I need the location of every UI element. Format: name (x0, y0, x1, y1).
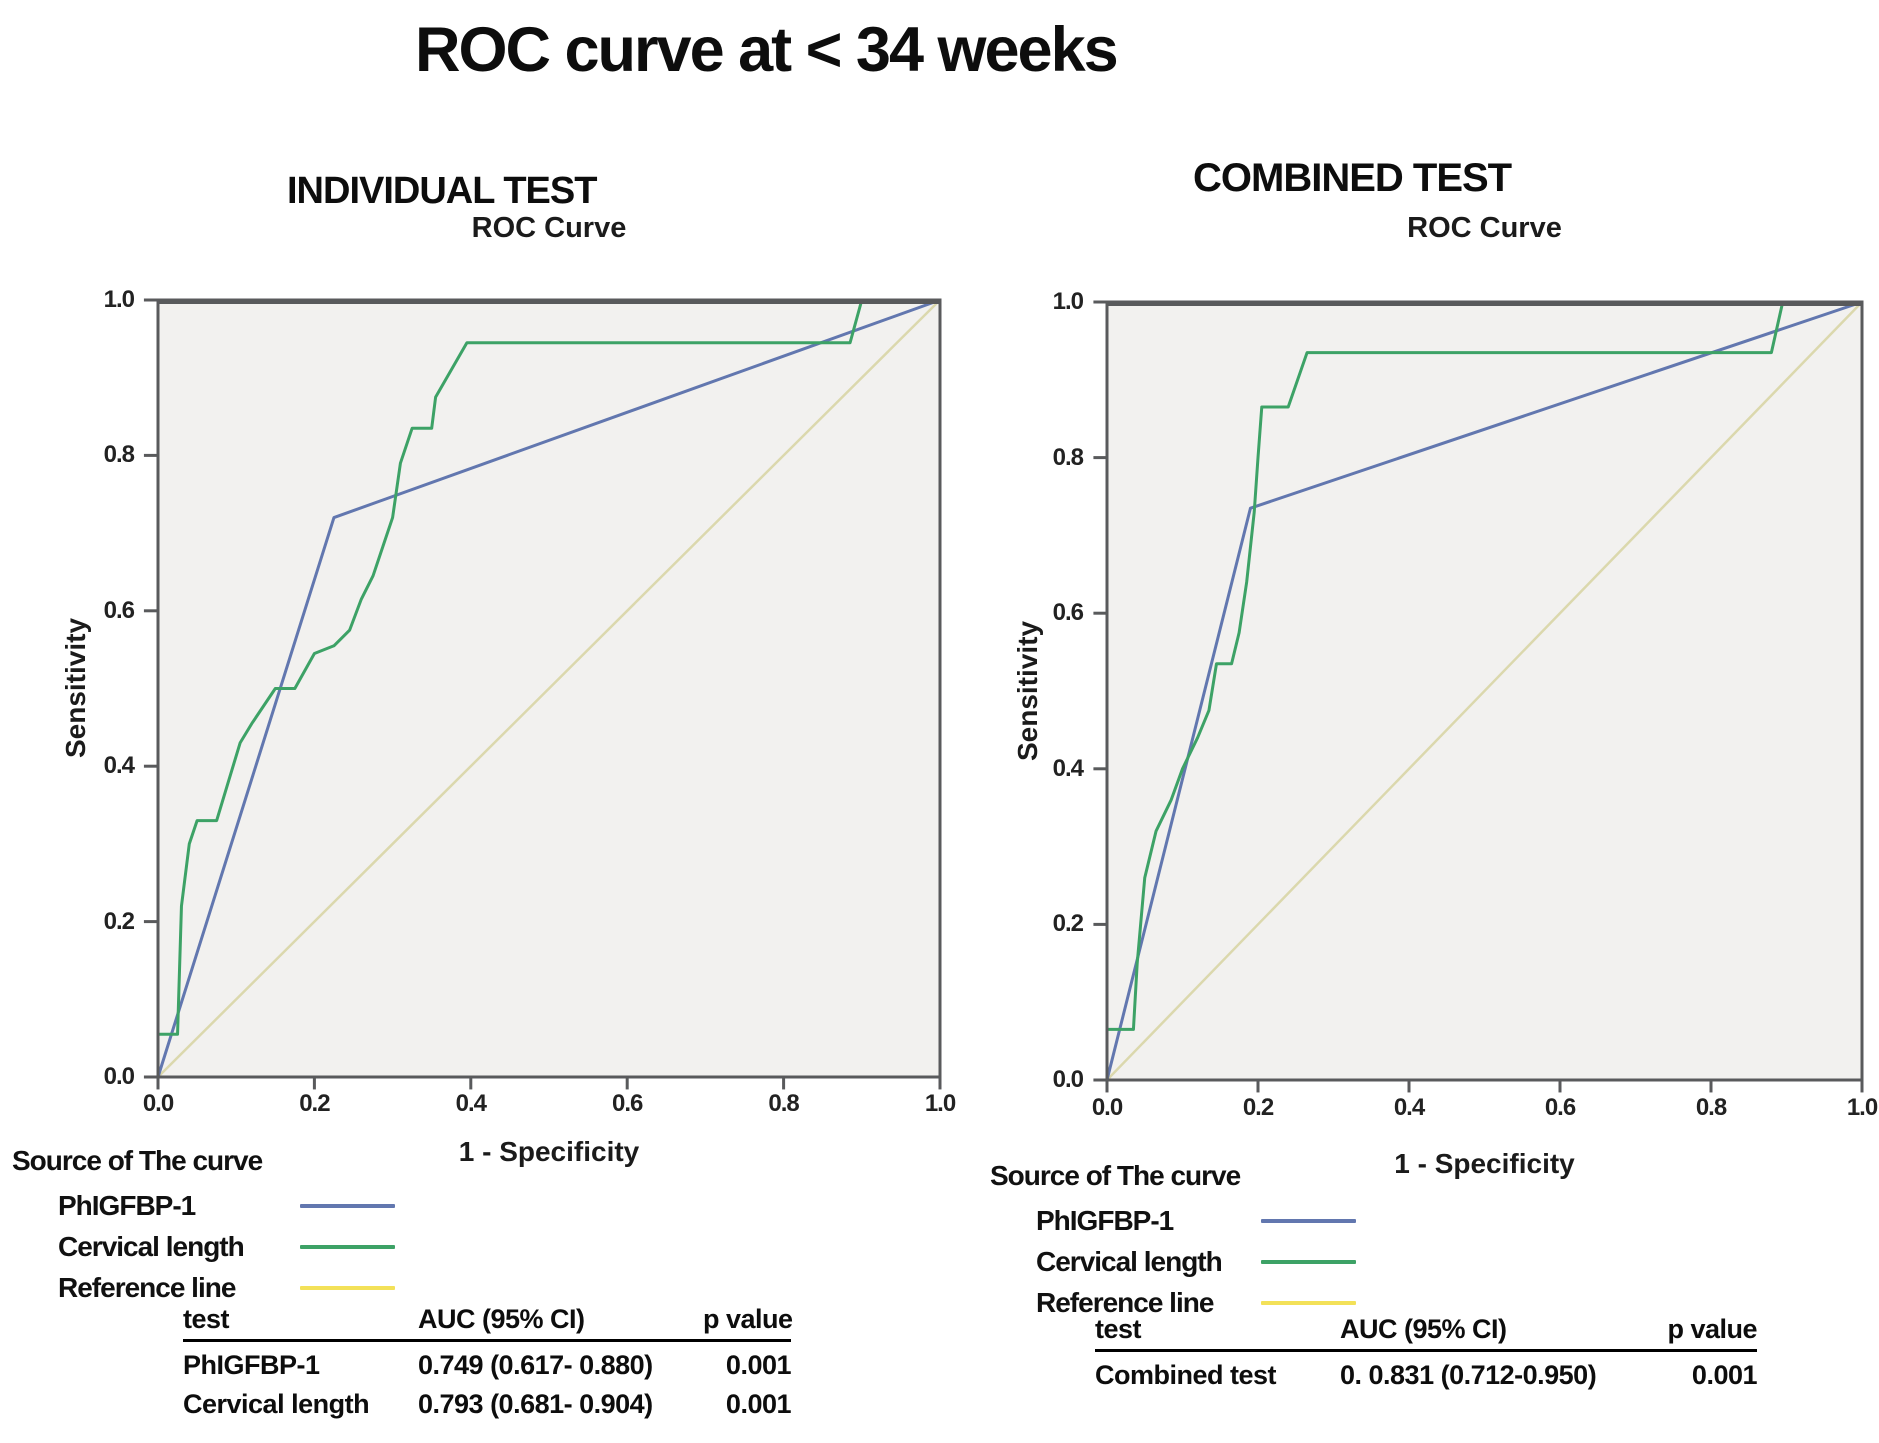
x-tick-label: 1.0 (1846, 1094, 1878, 1121)
table-row: Cervical length 0.793 (0.681- 0.904) 0.0… (183, 1381, 792, 1420)
table-row: PhIGFBP-1 0.749 (0.617- 0.880) 0.001 (183, 1341, 792, 1382)
roc-plot (1107, 302, 1862, 1080)
panel-combined-test: COMBINED TEST ROC Curve Sensitivity 0.0 0… (950, 0, 1879, 1443)
table-header-pvalue: p value (703, 1302, 793, 1342)
legend-item-label: PhIGFBP-1 (1036, 1204, 1174, 1236)
legend-item: PhIGFBP-1 (1036, 1200, 1356, 1241)
legend-item-label: PhIGFBP-1 (58, 1189, 196, 1221)
legend-line-swatch (300, 1285, 395, 1290)
table-header-row: test AUC (95% CI) p value (183, 1302, 793, 1342)
y-tick-label: 0.4 (1052, 754, 1084, 782)
cell-pvalue: 0.001 (725, 1350, 792, 1380)
legend-line-swatch (1261, 1218, 1356, 1223)
table-header-test: test (1095, 1312, 1340, 1352)
roc-plot-svg (1107, 302, 1862, 1080)
legend-line-swatch (300, 1244, 395, 1249)
cell-test: Cervical length (183, 1389, 370, 1419)
legend-item-label: Cervical length (58, 1230, 245, 1262)
series-line-reference-line (1107, 302, 1862, 1080)
legend: PhIGFBP-1 Cervical length Reference line (58, 1185, 395, 1308)
table-header-pvalue: p value (1662, 1312, 1758, 1352)
x-axis-ticks: 0.0 0.2 0.4 0.6 0.8 1.0 (1092, 1086, 1878, 1121)
table-header-auc: AUC (95% CI) (1340, 1312, 1662, 1352)
legend-line-swatch (300, 1203, 395, 1208)
table-header-test: test (183, 1302, 418, 1342)
cell-test: PhIGFBP-1 (183, 1350, 320, 1380)
legend-title: Source of The curve (12, 1145, 263, 1176)
legend-item: Cervical length (58, 1226, 395, 1267)
auc-table: test AUC (95% CI) p value Combined test … (1095, 1312, 1758, 1392)
y-axis-ticks: 0.0 0.2 0.4 0.6 0.8 1.0 (60, 286, 148, 1090)
series-line-phigfbp-1 (1107, 302, 1862, 1080)
legend-item: Reference line (58, 1267, 395, 1308)
x-tick-label: 0.8 (768, 1090, 799, 1117)
legend-line-swatch (1261, 1259, 1356, 1264)
legend-item: PhIGFBP-1 (58, 1185, 395, 1226)
chart-title: ROC Curve (1407, 212, 1562, 244)
x-tick-label: 0.2 (1242, 1094, 1274, 1121)
series-line-cervical-length (158, 300, 940, 1077)
x-axis-label: 1 - Specificity (1394, 1148, 1575, 1179)
x-tick-label: 0.4 (455, 1090, 487, 1117)
cell-auc: 0.749 (0.617- 0.880) (418, 1350, 653, 1380)
series-line-reference-line (158, 300, 940, 1077)
y-tick-label: 0.2 (103, 907, 135, 935)
panel-heading-combined: COMBINED TEST (1193, 156, 1512, 200)
x-tick-label: 0.0 (1091, 1094, 1123, 1121)
legend-line-swatch (1261, 1300, 1356, 1305)
x-tick-label: 0.2 (299, 1090, 330, 1117)
x-axis-ticks: 0.0 0.2 0.4 0.6 0.8 1.0 (143, 1082, 956, 1117)
y-tick-label: 0.0 (103, 1063, 135, 1090)
panel-individual-test: INDIVIDUAL TEST ROC Curve Sensitivity 0.… (12, 170, 956, 1420)
legend-item: Cervical length (1036, 1241, 1356, 1282)
x-tick-label: 1.0 (924, 1090, 956, 1117)
cell-pvalue: 0.001 (1691, 1360, 1758, 1390)
legend: PhIGFBP-1 Cervical length Reference line (1036, 1200, 1356, 1323)
series-line-phigfbp-1 (158, 300, 940, 1077)
legend-item-label: Reference line (58, 1271, 236, 1303)
x-tick-label: 0.6 (612, 1090, 643, 1117)
cell-auc: 0. 0.831 (0.712-0.950) (1340, 1360, 1597, 1390)
table-row: Combined test 0. 0.831 (0.712-0.950) 0.0… (1095, 1351, 1758, 1392)
x-tick-label: 0.0 (142, 1090, 174, 1117)
table-header-row: test AUC (95% CI) p value (1095, 1312, 1758, 1352)
x-tick-label: 0.8 (1695, 1094, 1727, 1121)
y-tick-label: 1.0 (1052, 288, 1084, 315)
x-tick-label: 0.4 (1393, 1094, 1425, 1121)
cell-auc: 0.793 (0.681- 0.904) (418, 1389, 653, 1419)
y-tick-label: 0.8 (103, 441, 135, 469)
y-tick-label: 0.4 (103, 752, 135, 780)
x-axis-label: 1 - Specificity (458, 1136, 640, 1167)
cell-test: Combined test (1095, 1360, 1277, 1390)
chart-title: ROC Curve (471, 212, 627, 244)
y-tick-label: 0.6 (103, 596, 135, 624)
y-tick-label: 0.8 (1052, 443, 1084, 471)
legend-title: Source of The curve (990, 1160, 1241, 1191)
panel-heading-individual: INDIVIDUAL TEST (287, 170, 597, 212)
roc-plot-svg (158, 300, 940, 1077)
y-axis-ticks: 0.0 0.2 0.4 0.6 0.8 1.0 (1010, 288, 1097, 1093)
table-header-auc: AUC (95% CI) (418, 1302, 703, 1342)
y-tick-label: 0.2 (1052, 910, 1084, 938)
series-line-cervical-length (1107, 302, 1862, 1080)
y-tick-label: 0.6 (1052, 599, 1084, 627)
auc-table: test AUC (95% CI) p value PhIGFBP-1 0.74… (183, 1302, 793, 1420)
page-title: ROC curve at < 34 weeks (415, 15, 1119, 85)
x-tick-label: 0.6 (1544, 1094, 1576, 1121)
legend-item-label: Cervical length (1036, 1245, 1223, 1277)
y-tick-label: 1.0 (103, 286, 135, 313)
roc-plot (158, 300, 940, 1077)
y-tick-label: 0.0 (1052, 1066, 1084, 1093)
cell-pvalue: 0.001 (725, 1389, 792, 1419)
